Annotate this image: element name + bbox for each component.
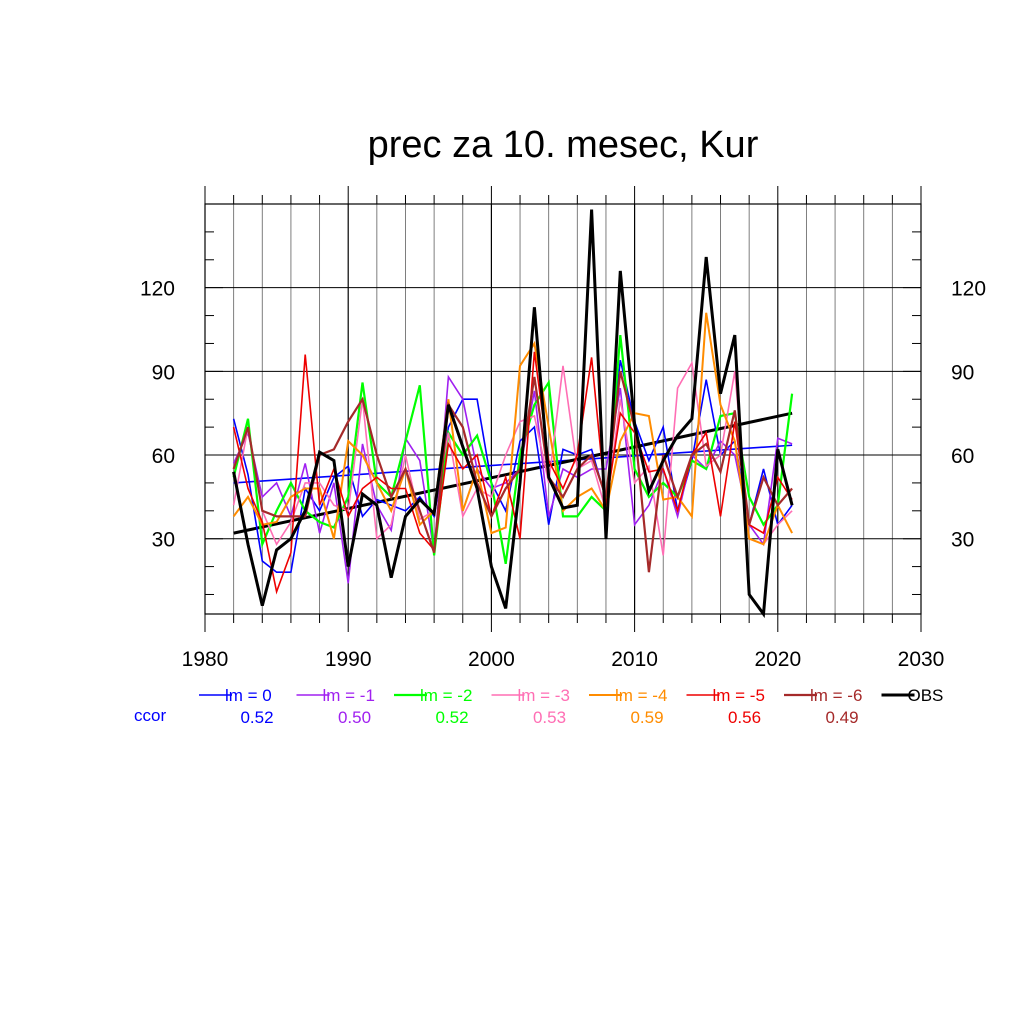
plot-frame	[204, 203, 922, 615]
y-tick-label-right: 60	[951, 445, 974, 468]
legend-label: lm = -3	[518, 686, 570, 705]
ccor-value: 0.59	[630, 708, 663, 727]
legend: lm = 0 0.52 lm = -1 0.50 lm = -2 0.52 lm = -3 0…	[134, 686, 943, 727]
ccor-value: 0.52	[435, 708, 468, 727]
y-tick-label-right: 90	[951, 361, 974, 384]
ccor-value: 0.52	[240, 708, 273, 727]
legend-label: lm = 0	[225, 686, 272, 705]
ccor-value: 0.56	[728, 708, 761, 727]
grid	[205, 204, 921, 614]
series-line	[232, 374, 793, 584]
y-tick-label-left: 90	[152, 361, 175, 384]
ccor-value: 0.49	[825, 708, 858, 727]
ccor-value: 0.53	[533, 708, 566, 727]
legend-label: lm = -1	[323, 686, 375, 705]
ccor-label: ccor	[134, 706, 166, 725]
legend-label: lm = -6	[810, 686, 862, 705]
series-line	[232, 371, 793, 573]
trend-line	[233, 444, 793, 484]
x-tick-label: 2010	[611, 648, 658, 671]
legend-label: lm = -2	[420, 686, 472, 705]
legend-label: OBS	[908, 686, 944, 705]
x-tick-label: 2020	[754, 648, 801, 671]
ccor-value: 0.50	[338, 708, 371, 727]
legend-label: lm = -4	[615, 686, 667, 705]
series-lines	[232, 209, 794, 619]
y-tick-label-right: 120	[951, 278, 986, 301]
x-tick-label: 2000	[468, 648, 515, 671]
chart-title: prec za 10. mesec, Kur	[368, 124, 759, 166]
legend-label: lm = -5	[713, 686, 765, 705]
x-tick-label: 1990	[325, 648, 372, 671]
series-line	[232, 209, 794, 619]
y-tick-label-left: 120	[140, 278, 175, 301]
x-tick-label: 2030	[898, 648, 945, 671]
y-tick-label-right: 30	[951, 529, 974, 552]
y-tick-label-left: 60	[152, 445, 175, 468]
series-line	[232, 312, 793, 546]
x-tick-label: 1980	[182, 648, 229, 671]
y-tick-label-left: 30	[152, 529, 175, 552]
series-line	[232, 351, 793, 595]
axes: 1980 1990 2000 2010 2020 2030 30 30 60 60 90 90 120 1…	[140, 186, 986, 671]
